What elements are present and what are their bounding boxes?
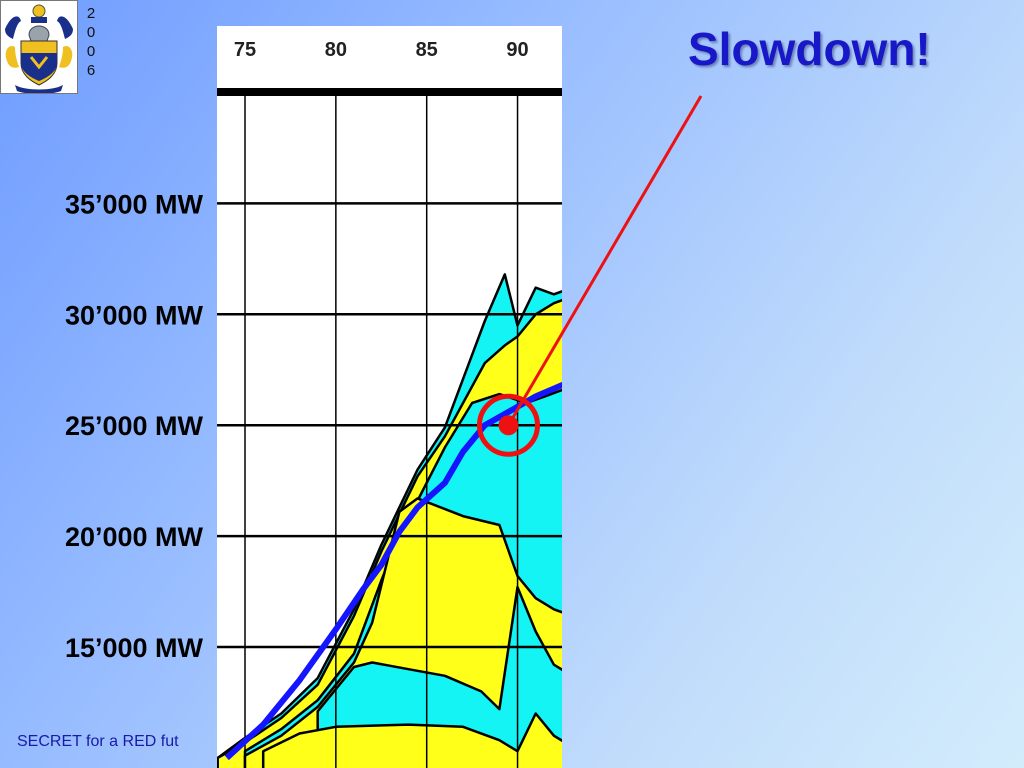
x-tick-label: 90 (506, 39, 528, 61)
trend-line (224, 381, 562, 761)
highlight-point (498, 415, 519, 436)
year-vertical: 2 0 0 6 (84, 4, 98, 80)
area-band-cyan (316, 585, 562, 768)
footer-text: SECRET for a RED fut (17, 733, 179, 750)
highlight-ring (476, 393, 540, 457)
x-tick-label: 85 (416, 39, 438, 61)
y-tick-label: 35’000 MW (65, 189, 204, 219)
year-digit: 6 (86, 62, 96, 79)
y-tick-label: 20’000 MW (65, 522, 204, 552)
x-tick-label: 75 (234, 39, 256, 61)
area-band-yellow (261, 712, 562, 768)
year-digit: 0 (86, 43, 96, 60)
crest-logo (0, 0, 78, 94)
year-digit: 2 (86, 5, 96, 22)
pointer-line (507, 95, 703, 426)
x-tick-label: 80 (325, 39, 347, 61)
year-digit: 0 (86, 24, 96, 41)
crest-icon (5, 4, 73, 94)
y-tick-label: 25’000 MW (65, 411, 204, 441)
top-axis-bar (217, 88, 562, 96)
slide-title: Slowdown! (688, 23, 931, 75)
y-tick-label: 15’000 MW (65, 633, 204, 663)
y-tick-label: 30’000 MW (65, 300, 204, 330)
